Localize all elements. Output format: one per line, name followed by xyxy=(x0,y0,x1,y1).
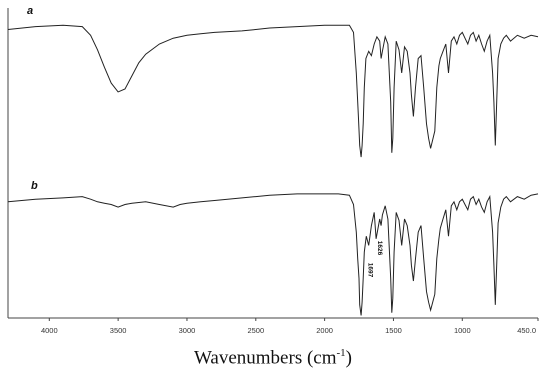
x-tick-label: 2000 xyxy=(316,326,333,335)
panel-label-b: b xyxy=(31,180,38,192)
spectrum-b-line xyxy=(7,193,539,316)
x-tick-label: 2500 xyxy=(247,326,264,335)
x-tick-label: 1500 xyxy=(385,326,402,335)
x-tick-label: 3000 xyxy=(179,326,196,335)
x-tick-label: 4000 xyxy=(41,326,58,335)
peak-annotation-1697: 1697 xyxy=(366,263,373,278)
x-axis-label-exponent: -1 xyxy=(336,347,346,359)
x-tick-label: 450.0 xyxy=(517,326,536,335)
x-axis-label-close: ) xyxy=(345,347,352,369)
x-tick-label: 3500 xyxy=(110,326,127,335)
x-axis-label-main: Wavenumbers (cm xyxy=(194,347,337,369)
x-tick-label: 1000 xyxy=(454,326,471,335)
peak-annotation-1626: 1626 xyxy=(376,241,383,256)
x-axis-ticks: 4000 3500 3000 2500 2000 1500 1000 450.0 xyxy=(41,318,539,335)
panel-label-a: a xyxy=(27,5,34,17)
x-axis-label: Wavenumbers (cm-1) xyxy=(0,347,546,369)
spectrum-a-line xyxy=(7,24,539,158)
